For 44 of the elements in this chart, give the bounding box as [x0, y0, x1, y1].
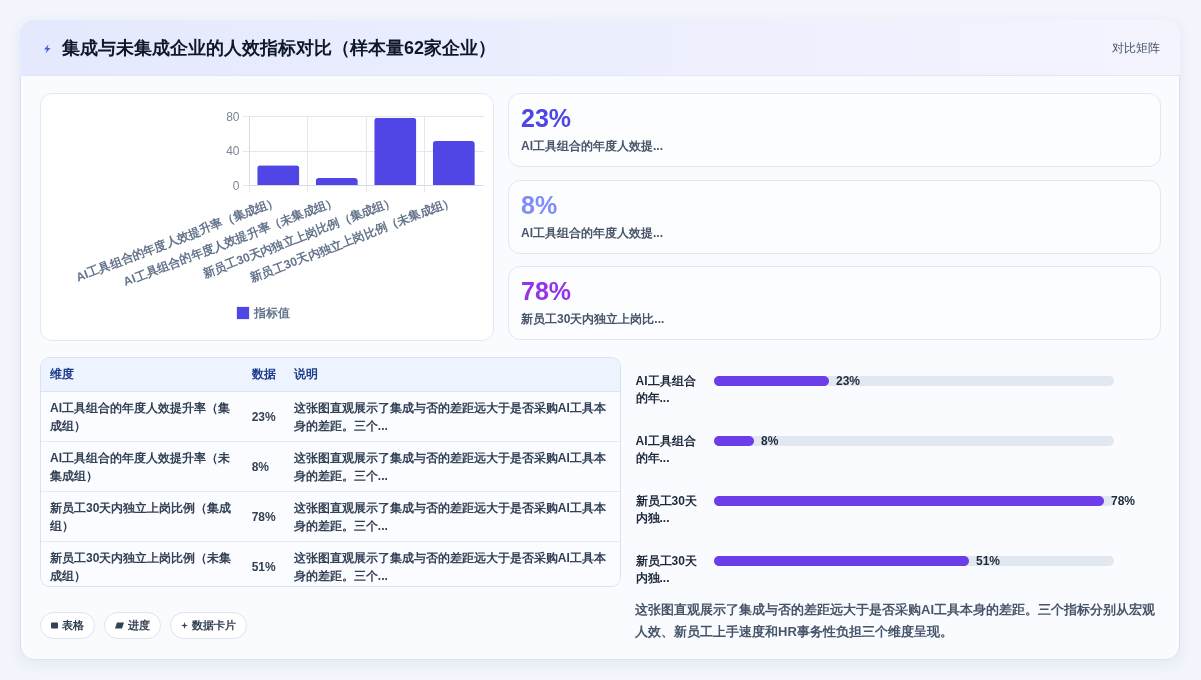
legend-label: 指标值 [253, 306, 290, 320]
y-tick-label: 新员工30天内独... [634, 494, 698, 525]
text: 8% [521, 190, 558, 219]
text: 这张图直观展示了集成与否的差距远大于是否采购AI工具本身的差距。三个... [284, 441, 622, 492]
category-label: 新员工30天内独立上岗比例（集成组） [41, 491, 243, 542]
bar [257, 165, 300, 185]
view-button: 进度 [104, 612, 161, 639]
category-label: 新员工30天内独立上岗比例（未集成组） [49, 549, 233, 585]
category-label: AI工具组合的年度人效提... [521, 224, 664, 241]
y-tick-label: 新员工30天内独... [634, 554, 698, 585]
category-label: 新员工30天内独立上岗比... [521, 311, 665, 327]
data-label: 23% [836, 374, 861, 388]
text: 这张图直观展示了集成与否的差距远大于是否采购AI工具本身的差距。三个... [284, 391, 622, 442]
text: 集成与未集成企业的人效指标对比（样本量62家企业） [62, 37, 497, 60]
text: 这张图直观展示了集成与否的差距远大于是否采购AI工具本身的差距。三个... [292, 549, 607, 585]
bar [432, 141, 475, 185]
data-label: 51% [976, 554, 1001, 568]
text: 这张图直观展示了集成与否的差距远大于是否采购AI工具本身的差距。三个... [284, 491, 622, 542]
text: 这张图直观展示了集成与否的差距远大于是否采购AI工具本身的差距。三个指标分别从宏观人效、新员工上手速度和HR事务性负担三个维度呈现。 [635, 601, 1156, 641]
text: 说明 [284, 358, 622, 392]
text: 数据 [242, 358, 285, 392]
text: 78% [251, 509, 276, 524]
y-tick-label: 80 [226, 109, 240, 124]
y-tick-label: 0 [232, 178, 240, 193]
category-label: AI工具组合的年度人效提升率（未集成组） [41, 441, 243, 492]
y-tick-label: AI工具组合的年... [635, 434, 697, 465]
text: 维度 [41, 358, 243, 392]
text: 对比矩阵 [1112, 40, 1160, 56]
category-label: AI工具组合的年度人效提升率（集成组） [41, 391, 243, 442]
text: 78% [521, 277, 572, 305]
data-label: 78% [1111, 494, 1136, 508]
data-label: 8% [761, 434, 779, 448]
bar [714, 376, 829, 386]
text: 51% [251, 559, 276, 574]
bar [315, 178, 358, 185]
y-tick-label: AI工具组合的年... [635, 374, 697, 405]
text: 8% [251, 459, 270, 474]
view-button: 数据卡片 [170, 612, 247, 639]
text: 23% [521, 104, 572, 132]
category-label: AI工具组合的年度人效提... [521, 138, 664, 154]
bar [374, 117, 417, 185]
bar [714, 436, 754, 446]
text: 23% [251, 409, 276, 424]
y-tick-label: 40 [226, 144, 240, 158]
